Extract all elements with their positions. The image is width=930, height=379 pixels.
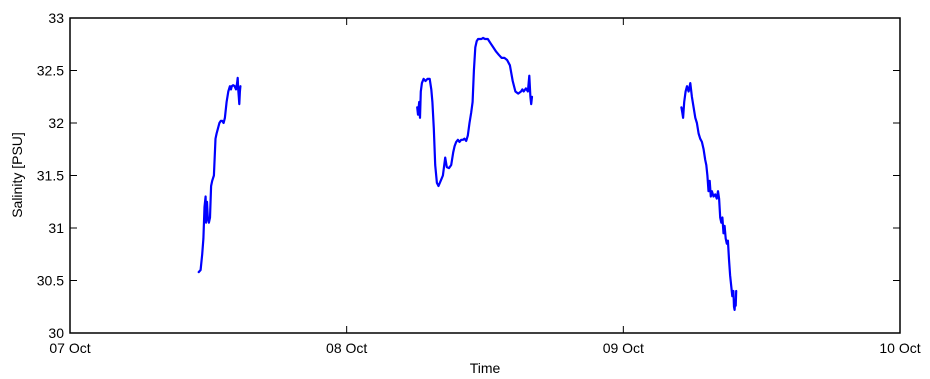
x-tick-label: 07 Oct: [49, 340, 90, 356]
y-axis-title: Salinity [PSU]: [9, 132, 25, 218]
y-tick-label: 31.5: [37, 168, 64, 184]
x-tick-label: 08 Oct: [326, 340, 367, 356]
y-tick-label: 32.5: [37, 63, 64, 79]
y-tick-label: 30: [48, 325, 64, 341]
x-axis-ticks: 07 Oct 08 Oct 09 Oct 10 Oct: [49, 18, 921, 356]
series-group: [197, 36, 738, 311]
salinity-line-segment-1: [197, 76, 242, 274]
y-axis-ticks: 30 30.5 31 31.5 32 32.5 33: [37, 10, 900, 341]
y-tick-label: 32: [48, 115, 64, 131]
y-tick-label: 31: [48, 220, 64, 236]
x-tick-label: 10 Oct: [879, 340, 920, 356]
salinity-line-segment-2: [416, 36, 534, 188]
x-tick-label: 09 Oct: [603, 340, 644, 356]
y-tick-label: 30.5: [37, 273, 64, 289]
x-axis-title: Time: [470, 360, 501, 376]
plot-area: [70, 18, 900, 333]
y-tick-label: 33: [48, 10, 64, 26]
salinity-line-segment-3: [680, 82, 738, 311]
